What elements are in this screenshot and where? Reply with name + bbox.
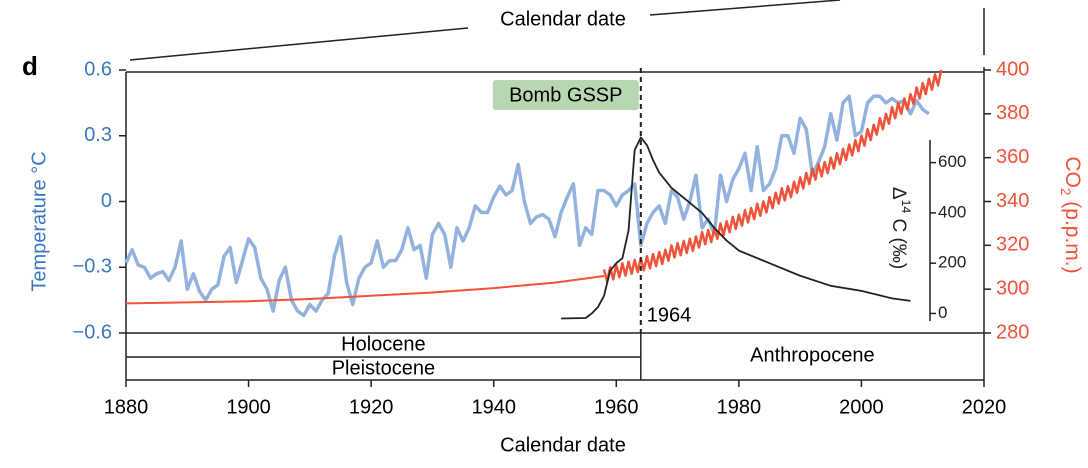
y3-axis-label-part: Δ [888, 187, 909, 200]
data-line [561, 136, 911, 320]
y3-tick-label: 200 [938, 253, 966, 272]
gssp-year: 1964 [647, 304, 692, 326]
y2-tick-label: 340 [996, 190, 1029, 212]
y2-axis-label-part: 2 [1058, 188, 1073, 196]
x-tick-label: 1980 [717, 396, 762, 418]
y2-axis-label-part: CO [1061, 156, 1084, 188]
y3-tick-label: 600 [938, 152, 966, 171]
y-tick-label: −0.3 [73, 256, 112, 278]
data-line [124, 94, 930, 318]
y2-axis-label-part: (p.p.m.) [1061, 195, 1084, 273]
y2-tick-label: 380 [996, 102, 1029, 124]
y3-tick-label: 400 [938, 202, 966, 221]
x-axis-label: Calendar date [500, 434, 626, 456]
y-tick-label: 0 [101, 190, 112, 212]
y2-tick-label: 300 [996, 277, 1029, 299]
y3-tick-label: 0 [938, 303, 947, 322]
y2-tick-label: 280 [996, 321, 1029, 343]
x-tick-label: 2020 [962, 396, 1007, 418]
y-tick-label: −0.6 [73, 321, 112, 343]
y2-tick-label: 360 [996, 146, 1029, 168]
y-tick-label: 0.6 [84, 58, 112, 80]
data-line [602, 69, 943, 283]
annotation: Bomb GSSP [509, 84, 622, 106]
y-axis-label: Temperature °C [28, 151, 50, 291]
top-axis-line [649, 0, 841, 16]
y2-tick-label: 320 [996, 234, 1029, 256]
epoch-label: Anthropocene [750, 344, 875, 366]
y-tick-label: 0.3 [84, 124, 112, 146]
x-tick-label: 2000 [839, 396, 884, 418]
epoch-label: Pleistocene [332, 357, 435, 379]
y2-tick-label: 400 [996, 58, 1029, 80]
y2-axis-label: CO2 (p.p.m.) [1058, 156, 1085, 273]
data-line [125, 275, 605, 305]
x-tick-label: 1920 [349, 396, 394, 418]
epoch-label: Holocene [341, 333, 426, 355]
x-tick-label: 1880 [104, 396, 149, 418]
top-axis-line [129, 27, 469, 61]
y3-axis-label-part: C (‰) [888, 213, 909, 269]
panel-letter: d [22, 51, 38, 81]
y3-axis-label-part: 14 [899, 200, 913, 214]
annotation-box [492, 80, 639, 110]
x-tick-label: 1900 [226, 396, 271, 418]
x-tick-label: 1940 [471, 396, 516, 418]
top-axis-label: Calendar date [500, 8, 626, 30]
x-tick-label: 1960 [594, 396, 639, 418]
y3-axis-label: Δ14 C (‰) [888, 187, 913, 269]
